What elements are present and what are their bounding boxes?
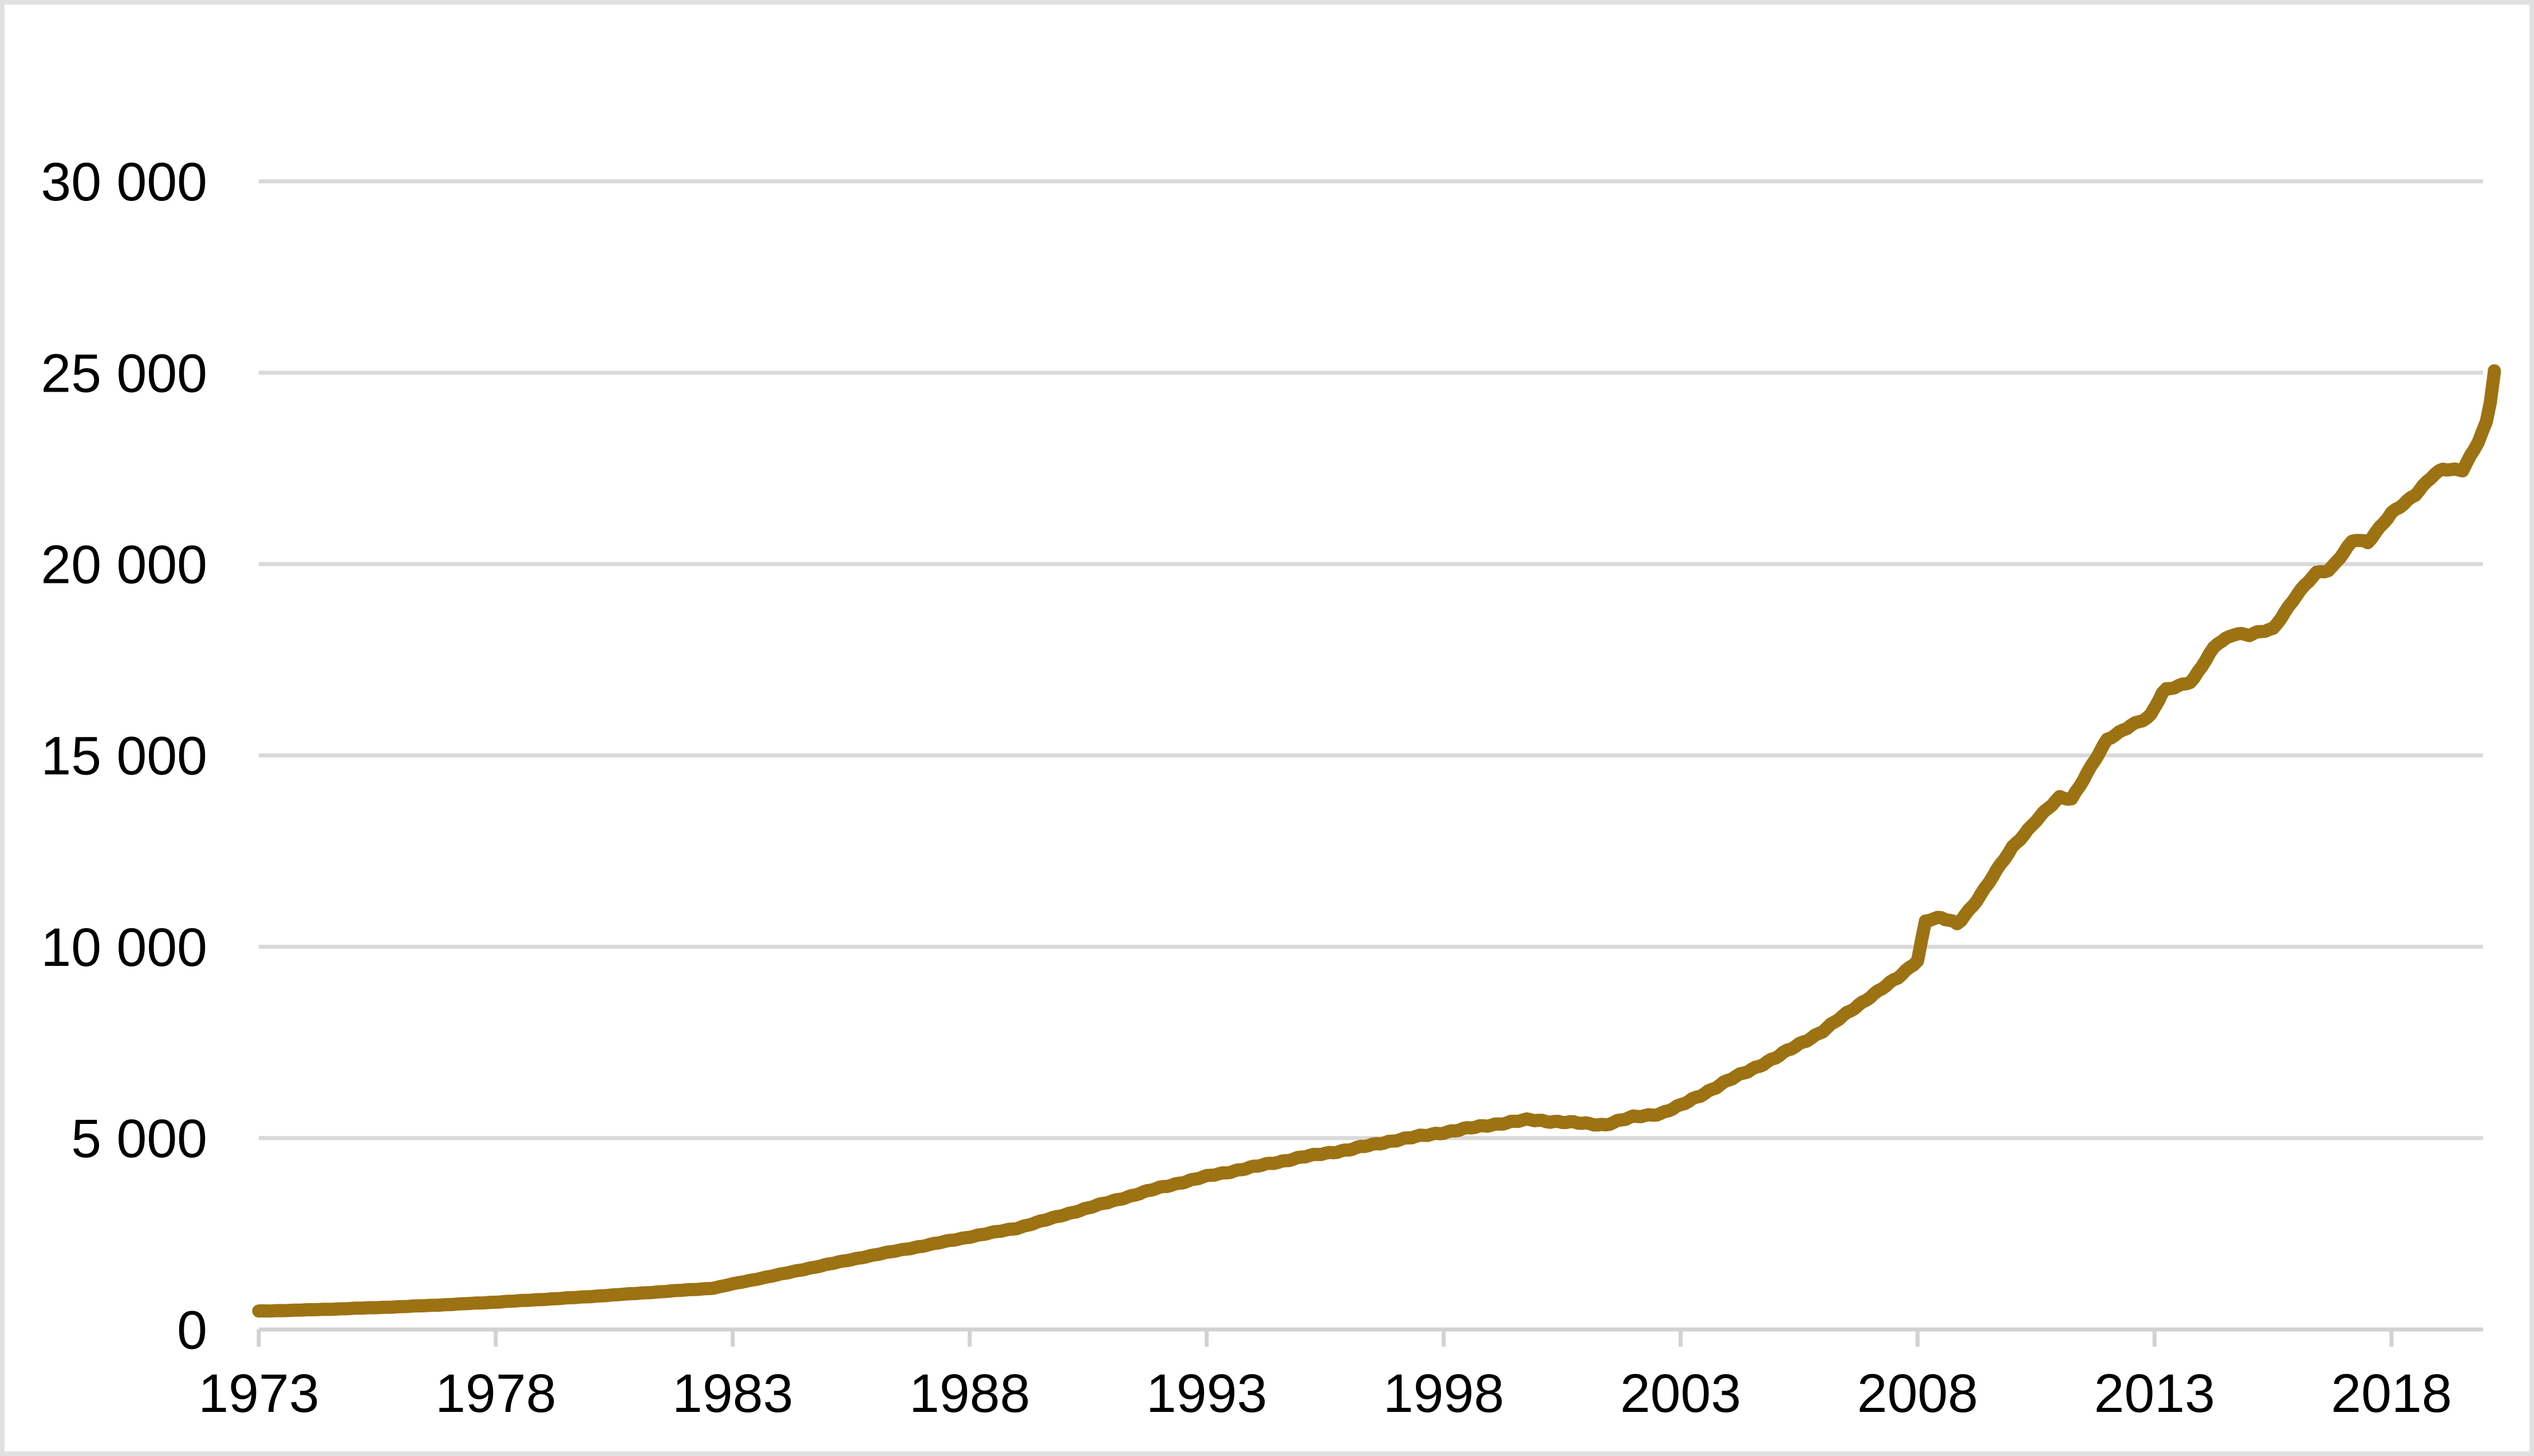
- data-line: [252, 364, 2501, 1318]
- x-tick-label-1983: 1983: [672, 1363, 793, 1424]
- x-tick-label-2013: 2013: [2094, 1363, 2215, 1424]
- y-tick-label-15000: 15 000: [41, 726, 207, 787]
- x-axis-group: [256, 1327, 2483, 1347]
- x-tick-label-2018: 2018: [2331, 1363, 2452, 1424]
- x-tick-label-1993: 1993: [1146, 1363, 1267, 1424]
- x-tick-label-1978: 1978: [435, 1363, 556, 1424]
- x-tick-label-1998: 1998: [1383, 1363, 1504, 1424]
- y-axis-labels-group: 0 5 000 10 000 15 000 20 000 25 000 30 000: [41, 152, 207, 1360]
- gridlines-group: [259, 179, 2483, 1141]
- y-tick-label-10000: 10 000: [41, 917, 207, 978]
- y-tick-label-20000: 20 000: [41, 534, 207, 595]
- x-tick-label-1973: 1973: [198, 1363, 319, 1424]
- x-axis-labels-group: 1973 1978 1983 1988 1993 1998 2003 2008 2013 2018: [198, 1363, 2452, 1424]
- x-tick-label-2003: 2003: [1620, 1363, 1741, 1424]
- y-tick-label-0: 0: [177, 1300, 207, 1360]
- x-tick-label-2008: 2008: [1857, 1363, 1978, 1424]
- x-tick-label-1988: 1988: [909, 1363, 1030, 1424]
- y-tick-label-5000: 5 000: [71, 1108, 207, 1169]
- y-tick-label-30000: 30 000: [41, 152, 207, 212]
- y-tick-label-25000: 25 000: [41, 343, 207, 404]
